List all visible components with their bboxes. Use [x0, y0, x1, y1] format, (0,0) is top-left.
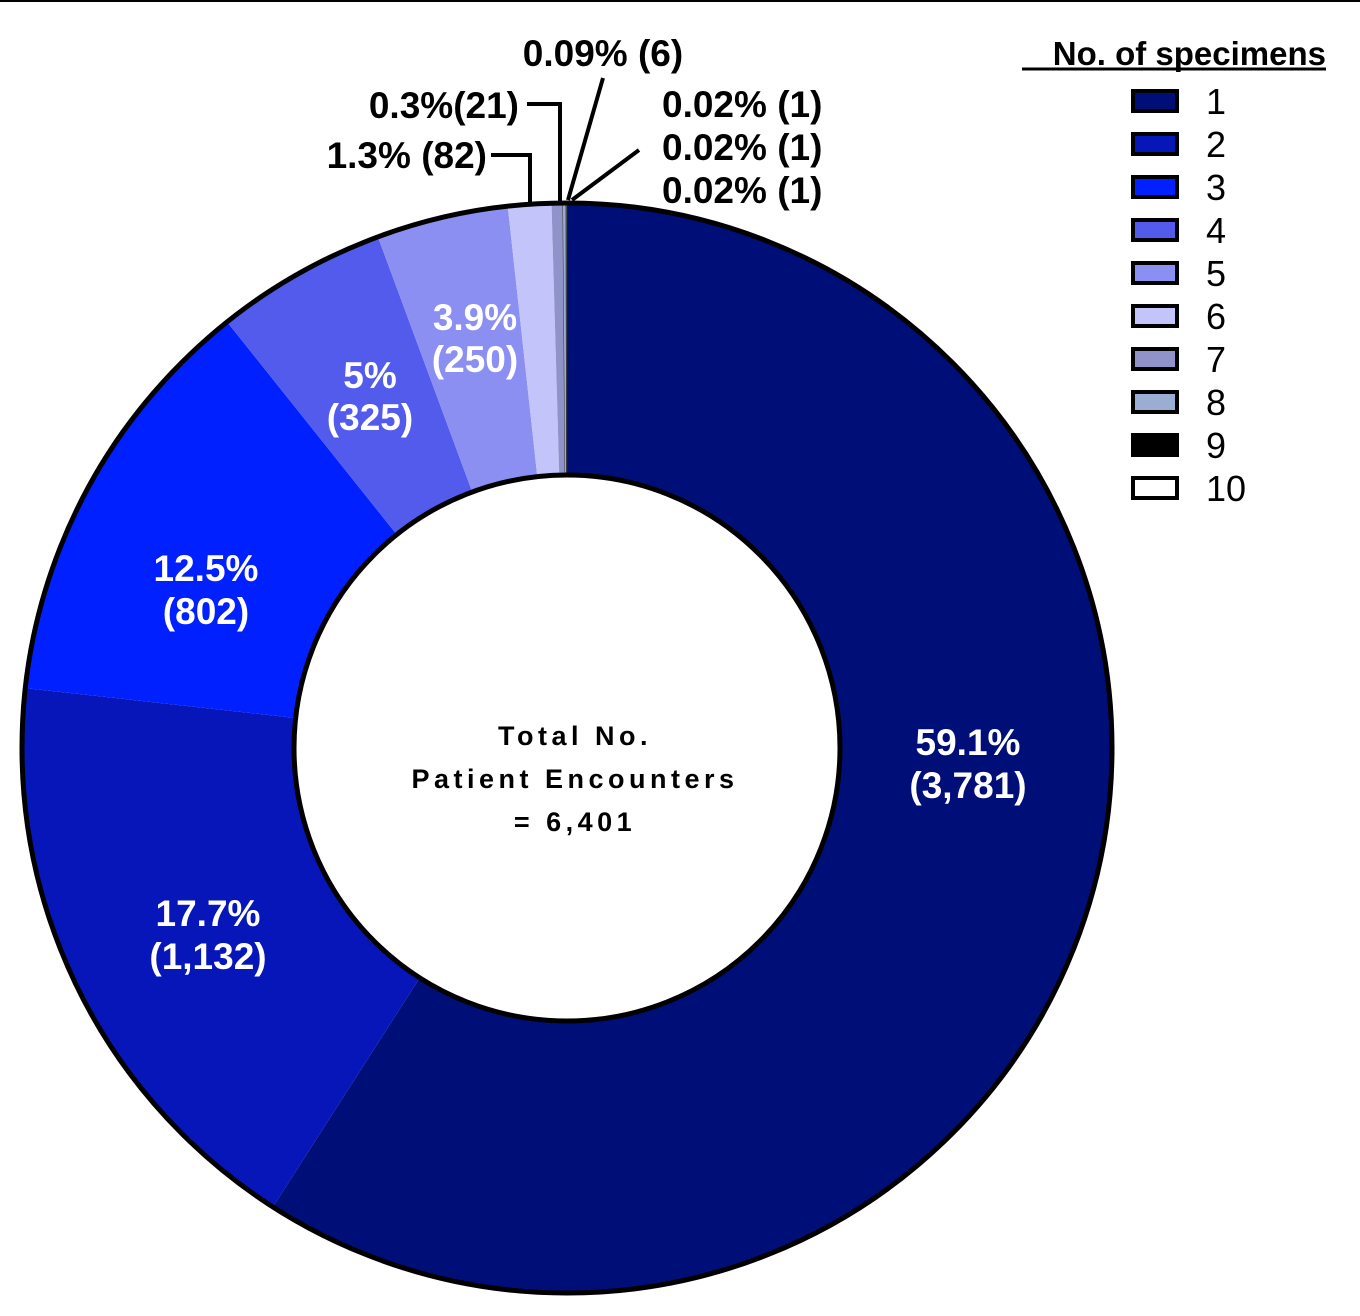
- legend-swatch-8: [1131, 390, 1179, 414]
- callout-line-6: [491, 153, 532, 203]
- slice-label-1-percent: 59.1%: [916, 722, 1021, 763]
- slice-label-4-percent: 5%: [343, 355, 396, 396]
- legend-label-4: 4: [1206, 210, 1226, 251]
- legend-label-3: 3: [1206, 167, 1226, 208]
- donut-hole: [291, 472, 843, 1024]
- slice-label-1-count: (3,781): [909, 765, 1026, 806]
- callout-line-9-10: [570, 148, 641, 202]
- legend-swatch-2: [1131, 132, 1179, 156]
- legend-swatch-10: [1131, 476, 1179, 500]
- donut-slice-1: [272, 203, 1112, 1293]
- legend-label-2: 2: [1206, 124, 1226, 165]
- donut-slice-3: [25, 321, 397, 718]
- legend-swatch-5: [1131, 261, 1179, 285]
- slice-label-5-count: (250): [432, 339, 518, 380]
- center-text-line-1: Total No.: [498, 721, 652, 751]
- legend-label-9: 9: [1206, 425, 1226, 466]
- legend-label-5: 5: [1206, 253, 1226, 294]
- slice-label-3-count: (802): [163, 591, 249, 632]
- legend-title: No. of specimens: [1053, 35, 1326, 72]
- donut-slice-4: [227, 236, 473, 535]
- donut-slice-6: [507, 203, 560, 477]
- legend-swatch-7: [1131, 347, 1179, 371]
- slice-label-3-percent: 12.5%: [154, 548, 259, 589]
- callouts: 1.3% (82) 0.3%(21) 0.09% (6) 0.02% (1) 0…: [327, 33, 823, 211]
- legend-label-1: 1: [1206, 81, 1226, 122]
- legend-label-8: 8: [1206, 382, 1226, 423]
- callout-line-7: [527, 102, 562, 203]
- legend-label-10: 10: [1206, 468, 1246, 509]
- legend-label-7: 7: [1206, 339, 1226, 380]
- donut-slice-10: [566, 202, 568, 476]
- legend-swatch-9: [1131, 433, 1179, 457]
- callout-label-extra: 0.02% (1): [662, 170, 822, 211]
- callout-label-9: 0.02% (1): [662, 84, 822, 125]
- slice-label-5-percent: 3.9%: [433, 297, 517, 338]
- callout-label-10: 0.02% (1): [662, 127, 822, 168]
- donut-slice-2: [22, 688, 420, 1207]
- legend-swatch-3: [1131, 175, 1179, 199]
- donut-slices: [22, 202, 1112, 1293]
- legend-swatch-4: [1131, 218, 1179, 242]
- legend-swatch-6: [1131, 304, 1179, 328]
- slice-label-2-percent: 17.7%: [156, 893, 261, 934]
- callout-line-8: [566, 77, 605, 201]
- center-text: Total No. Patient Encounters = 6,401: [411, 721, 738, 837]
- legend-label-6: 6: [1206, 296, 1226, 337]
- center-text-line-2: Patient Encounters: [411, 764, 738, 794]
- callout-label-7: 0.3%(21): [369, 85, 519, 126]
- center-text-line-3: = 6,401: [514, 807, 636, 837]
- slice-label-2-count: (1,132): [149, 936, 266, 977]
- callout-label-8: 0.09% (6): [523, 33, 683, 74]
- donut-slice-7: [551, 203, 565, 476]
- legend-swatch-1: [1131, 89, 1179, 113]
- callout-label-6: 1.3% (82): [327, 135, 487, 176]
- slice-label-4-count: (325): [327, 397, 413, 438]
- donut-outer-outline: [19, 200, 1115, 1296]
- donut-slice-5: [377, 206, 538, 492]
- slice-labels: 59.1% (3,781) 17.7% (1,132) 12.5% (802) …: [149, 297, 1026, 977]
